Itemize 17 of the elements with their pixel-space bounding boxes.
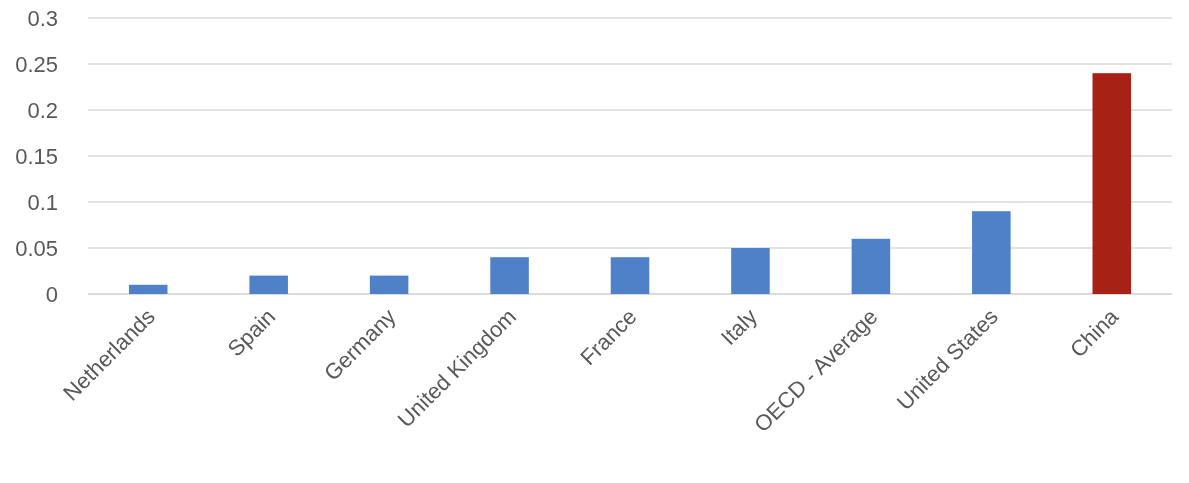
x-tick-label: Italy bbox=[715, 303, 762, 351]
y-tick-label: 0.05 bbox=[15, 235, 58, 261]
bar bbox=[490, 257, 529, 294]
bar bbox=[369, 275, 409, 294]
bar bbox=[610, 257, 650, 294]
bar bbox=[1092, 73, 1132, 294]
bar bbox=[249, 275, 288, 294]
y-tick-label: 0.3 bbox=[27, 5, 58, 31]
y-tick-label: 0.1 bbox=[27, 189, 58, 215]
bar bbox=[972, 211, 1011, 294]
y-tick-label: 0 bbox=[45, 281, 58, 307]
bar bbox=[851, 238, 891, 294]
bar bbox=[128, 284, 168, 294]
y-tick-label: 0.25 bbox=[15, 51, 58, 77]
y-tick-label: 0.15 bbox=[15, 143, 58, 169]
bar bbox=[731, 248, 770, 294]
y-tick-label: 0.2 bbox=[27, 97, 58, 123]
